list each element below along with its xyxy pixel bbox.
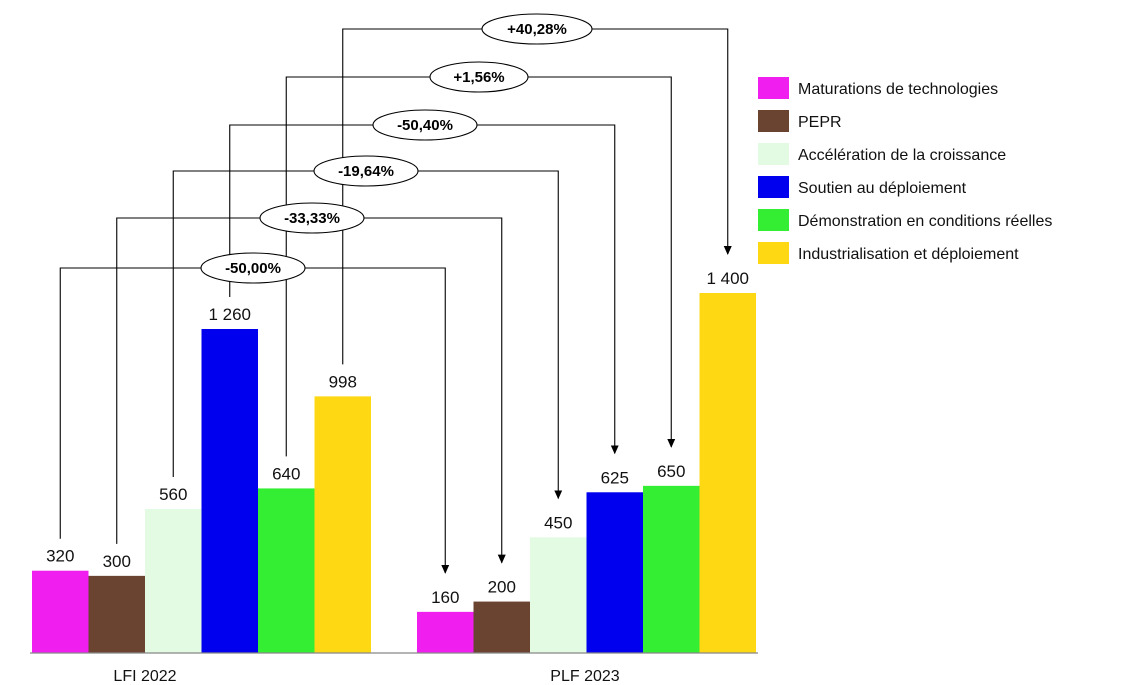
bar-2-1 xyxy=(88,575,145,653)
value-label-3-1: 560 xyxy=(159,485,187,504)
value-label-4-1: 1 260 xyxy=(208,305,251,324)
legend-label-4: Soutien au déploiement xyxy=(798,180,967,197)
change-badge-3 xyxy=(313,155,419,187)
bar-3-1 xyxy=(145,509,202,653)
bars: 320 160 300 200 560 450 1 260 625 640 650 998 1 400 xyxy=(32,269,756,653)
connector-6 xyxy=(342,28,732,365)
category-label-1: LFI 2022 xyxy=(113,668,176,685)
change-badge-2 xyxy=(259,202,365,234)
change-badge-6 xyxy=(481,13,593,45)
legend-swatch-4 xyxy=(758,176,789,198)
value-label-2-1: 300 xyxy=(103,552,131,571)
value-label-1-1: 320 xyxy=(46,547,74,566)
value-label-3-2: 450 xyxy=(544,513,572,532)
bar-6-2 xyxy=(699,293,756,653)
legend-label-1: Maturations de technologies xyxy=(798,81,998,98)
change-badges: -50,00% -33,33% -19,64% -50,40% +1,56% +40,28… xyxy=(200,13,593,284)
value-label-5-1: 640 xyxy=(272,464,300,483)
legend-label-5: Démonstration en conditions réelles xyxy=(798,213,1052,230)
change-badge-1 xyxy=(200,252,306,284)
value-label-4-2: 625 xyxy=(601,468,629,487)
category-labels: LFI 2022 PLF 2023 xyxy=(113,668,619,685)
bar-5-2 xyxy=(643,485,700,653)
bar-2-2 xyxy=(473,601,530,653)
value-label-2-2: 200 xyxy=(488,578,516,597)
bar-6-1 xyxy=(314,396,371,653)
change-label-3: -19,64% xyxy=(338,163,394,180)
legend-swatch-1 xyxy=(758,77,789,99)
bar-5-1 xyxy=(258,488,315,653)
change-label-5: +1,56% xyxy=(453,69,504,86)
value-label-6-1: 998 xyxy=(329,372,357,391)
legend-swatch-2 xyxy=(758,110,789,132)
bar-4-2 xyxy=(586,492,643,653)
bar-1-2 xyxy=(417,611,474,653)
bar-3-2 xyxy=(530,537,587,653)
change-badge-4 xyxy=(372,109,478,141)
legend-label-2: PEPR xyxy=(798,114,842,131)
connector-4 xyxy=(229,124,619,455)
legend-swatch-5 xyxy=(758,209,789,231)
category-label-2: PLF 2023 xyxy=(550,668,619,685)
bar-4-1 xyxy=(201,329,258,653)
change-label-4: -50,40% xyxy=(397,117,453,134)
change-label-6: +40,28% xyxy=(507,21,567,38)
change-label-2: -33,33% xyxy=(284,210,340,227)
bar-1-1 xyxy=(32,570,89,653)
legend-label-6: Industrialisation et déploiement xyxy=(798,246,1019,263)
legend: Maturations de technologies PEPR Accélérat… xyxy=(758,77,1052,264)
legend-swatch-3 xyxy=(758,143,789,165)
change-label-1: -50,00% xyxy=(225,260,281,277)
value-label-6-2: 1 400 xyxy=(706,269,749,288)
legend-swatch-6 xyxy=(758,242,789,264)
legend-label-3: Accélération de la croissance xyxy=(798,147,1006,164)
value-label-1-2: 160 xyxy=(431,588,459,607)
value-label-5-2: 650 xyxy=(657,462,685,481)
change-badge-5 xyxy=(429,61,529,93)
